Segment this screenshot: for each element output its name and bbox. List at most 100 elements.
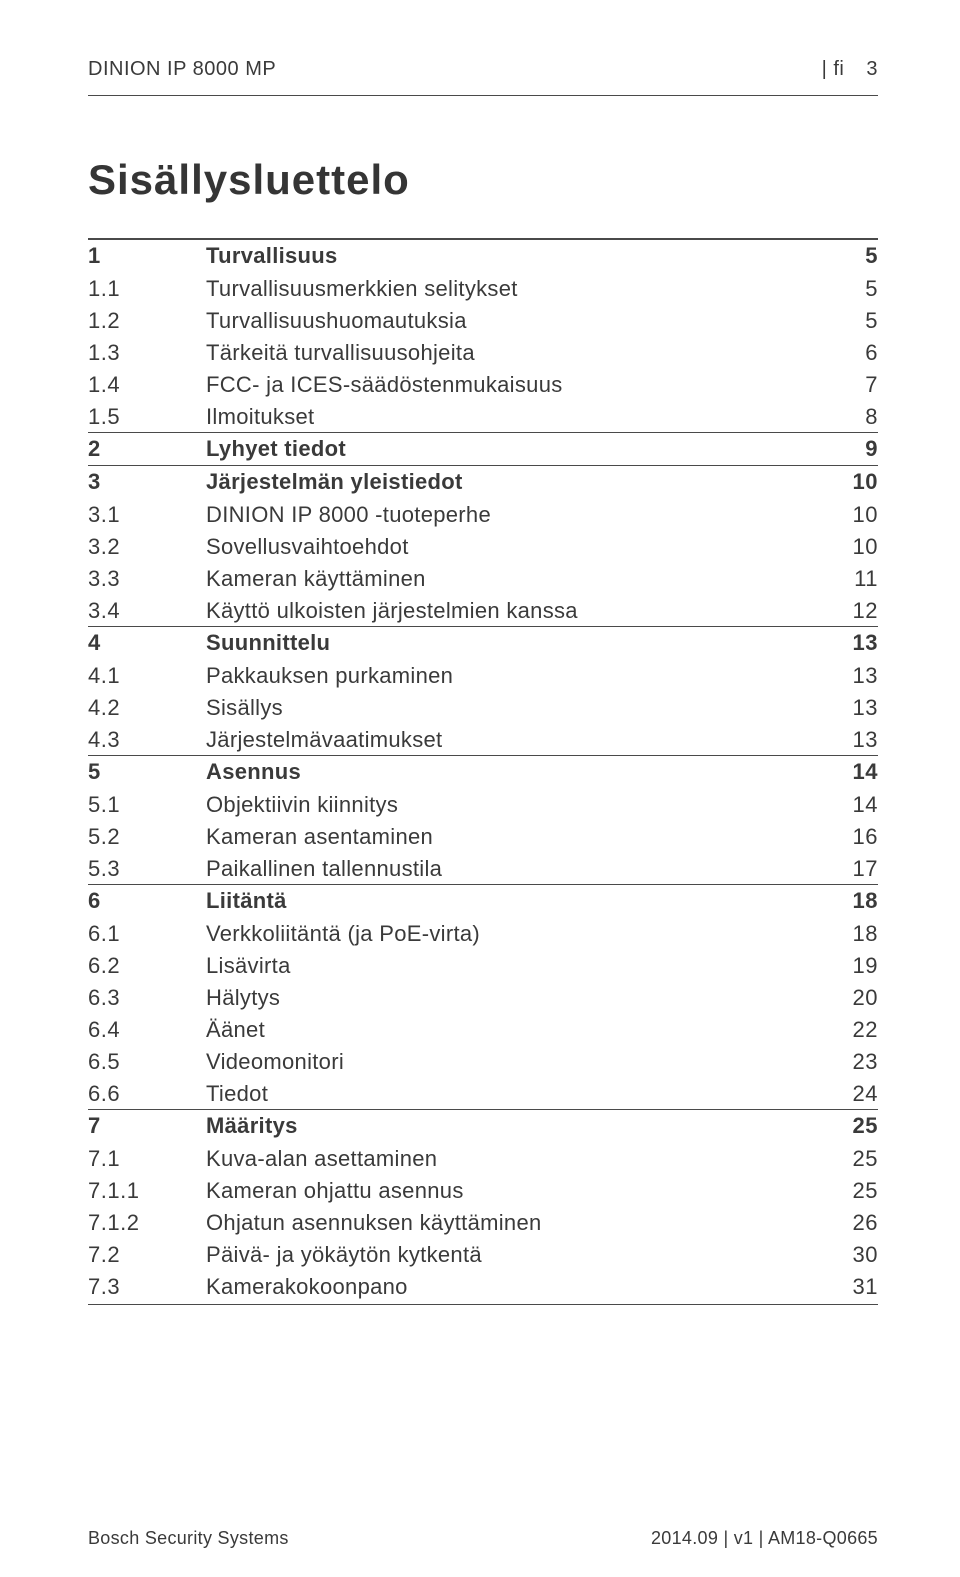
document-page: DINION IP 8000 MP fi 3 Sisällysluettelo … (0, 0, 960, 1577)
toc-entry-title: Turvallisuus (206, 245, 818, 267)
toc-entry-title: Määritys (206, 1115, 818, 1137)
toc-entry-number: 1.4 (88, 374, 206, 396)
toc-entry-page: 18 (818, 923, 878, 945)
toc-entry-number: 3 (88, 471, 206, 493)
toc-entry-title: Kamerakokoonpano (206, 1276, 818, 1298)
toc-entry: 7.3Kamerakokoonpano31 (88, 1270, 878, 1302)
toc-entry: 4.3Järjestelmävaatimukset13 (88, 723, 878, 755)
page-title: Sisällysluettelo (88, 156, 878, 204)
toc-entry-title: Sisällys (206, 697, 818, 719)
toc-entry-title: Järjestelmän yleistiedot (206, 471, 818, 493)
toc-entry-title: Verkkoliitäntä (ja PoE-virta) (206, 923, 818, 945)
toc-entry-page: 11 (818, 568, 878, 590)
toc-entry: 6.6Tiedot24 (88, 1077, 878, 1109)
toc-entry-title: Ilmoitukset (206, 406, 818, 428)
toc-entry-page: 14 (818, 761, 878, 783)
toc-entry: 3.4Käyttö ulkoisten järjestelmien kanssa… (88, 594, 878, 626)
toc-entry-page: 23 (818, 1051, 878, 1073)
toc-entry: 4Suunnittelu13 (88, 626, 878, 659)
toc-entry-number: 6.1 (88, 923, 206, 945)
toc-entry-title: DINION IP 8000 -tuoteperhe (206, 504, 818, 526)
toc-end-rule (88, 1304, 878, 1305)
toc-entry: 4.2Sisällys13 (88, 691, 878, 723)
toc-entry-number: 4.1 (88, 665, 206, 687)
toc-entry: 3.3Kameran käyttäminen11 (88, 562, 878, 594)
toc-entry-title: Tiedot (206, 1083, 818, 1105)
toc-entry-title: FCC- ja ICES-säädöstenmukaisuus (206, 374, 818, 396)
toc-entry-number: 7.2 (88, 1244, 206, 1266)
toc-entry-number: 5 (88, 761, 206, 783)
toc-entry-page: 10 (818, 471, 878, 493)
toc-entry-number: 6.6 (88, 1083, 206, 1105)
toc-entry-title: Kameran käyttäminen (206, 568, 818, 590)
header-right: fi 3 (822, 58, 878, 81)
toc-entry-page: 5 (818, 310, 878, 332)
toc-entry: 6Liitäntä18 (88, 884, 878, 917)
toc-entry: 7.2Päivä- ja yökäytön kytkentä30 (88, 1238, 878, 1270)
toc-entry-page: 12 (818, 600, 878, 622)
toc-entry: 6.4Äänet22 (88, 1013, 878, 1045)
toc-entry-number: 7.1.2 (88, 1212, 206, 1234)
toc-entry-title: Kuva-alan asettaminen (206, 1148, 818, 1170)
toc-entry-number: 5.3 (88, 858, 206, 880)
toc-entry: 6.5Videomonitori23 (88, 1045, 878, 1077)
toc-entry-number: 2 (88, 438, 206, 460)
toc-entry-number: 6.2 (88, 955, 206, 977)
toc-entry-number: 5.1 (88, 794, 206, 816)
header-product-name: DINION IP 8000 MP (88, 58, 276, 81)
toc-entry-page: 14 (818, 794, 878, 816)
toc-entry-number: 6.4 (88, 1019, 206, 1041)
header-page-number: 3 (866, 58, 878, 81)
toc-entry-page: 5 (818, 245, 878, 267)
toc-entry: 7Määritys25 (88, 1109, 878, 1142)
toc-entry-number: 6.3 (88, 987, 206, 1009)
toc-entry-page: 31 (818, 1276, 878, 1298)
toc-entry-number: 4 (88, 632, 206, 654)
toc-entry-number: 3.3 (88, 568, 206, 590)
toc-entry: 2Lyhyet tiedot9 (88, 432, 878, 465)
toc-entry-title: Äänet (206, 1019, 818, 1041)
toc-entry: 7.1Kuva-alan asettaminen25 (88, 1142, 878, 1174)
toc-entry-title: Paikallinen tallennustila (206, 858, 818, 880)
toc-entry-page: 5 (818, 278, 878, 300)
toc-entry-number: 7 (88, 1115, 206, 1137)
toc-entry: 5.1Objektiivin kiinnitys14 (88, 788, 878, 820)
toc-entry-title: Järjestelmävaatimukset (206, 729, 818, 751)
toc-entry-title: Tärkeitä turvallisuusohjeita (206, 342, 818, 364)
toc-entry-number: 1.5 (88, 406, 206, 428)
toc-entry: 3Järjestelmän yleistiedot10 (88, 465, 878, 498)
toc-entry: 1.3Tärkeitä turvallisuusohjeita6 (88, 336, 878, 368)
toc-entry-number: 7.3 (88, 1276, 206, 1298)
toc-entry-title: Pakkauksen purkaminen (206, 665, 818, 687)
toc-entry: 6.2Lisävirta19 (88, 949, 878, 981)
toc-entry-number: 4.2 (88, 697, 206, 719)
toc-entry: 6.1Verkkoliitäntä (ja PoE-virta)18 (88, 917, 878, 949)
toc-entry-title: Videomonitori (206, 1051, 818, 1073)
toc-entry-page: 22 (818, 1019, 878, 1041)
toc-entry: 7.1.1Kameran ohjattu asennus25 (88, 1174, 878, 1206)
toc-entry-page: 20 (818, 987, 878, 1009)
toc-entry-page: 7 (818, 374, 878, 396)
toc-entry-number: 3.4 (88, 600, 206, 622)
toc-entry: 5.3Paikallinen tallennustila17 (88, 852, 878, 884)
toc-entry: 6.3Hälytys20 (88, 981, 878, 1013)
toc-entry-number: 3.2 (88, 536, 206, 558)
toc-entry: 1.4FCC- ja ICES-säädöstenmukaisuus7 (88, 368, 878, 400)
footer-company: Bosch Security Systems (88, 1528, 289, 1549)
toc-entry: 5.2Kameran asentaminen16 (88, 820, 878, 852)
toc-entry-title: Turvallisuusmerkkien selitykset (206, 278, 818, 300)
toc-entry-title: Liitäntä (206, 890, 818, 912)
toc-entry-page: 24 (818, 1083, 878, 1105)
toc-entry-page: 13 (818, 697, 878, 719)
toc-entry-number: 6 (88, 890, 206, 912)
header-language: fi (822, 58, 845, 81)
toc-entry-title: Ohjatun asennuksen käyttäminen (206, 1212, 818, 1234)
toc-entry: 5Asennus14 (88, 755, 878, 788)
toc-entry-title: Lyhyet tiedot (206, 438, 818, 460)
toc-entry-page: 13 (818, 665, 878, 687)
toc-entry-page: 8 (818, 406, 878, 428)
toc-entry-title: Asennus (206, 761, 818, 783)
toc-entry-page: 17 (818, 858, 878, 880)
toc-entry-number: 1.2 (88, 310, 206, 332)
page-footer: Bosch Security Systems 2014.09 | v1 | AM… (88, 1528, 878, 1549)
